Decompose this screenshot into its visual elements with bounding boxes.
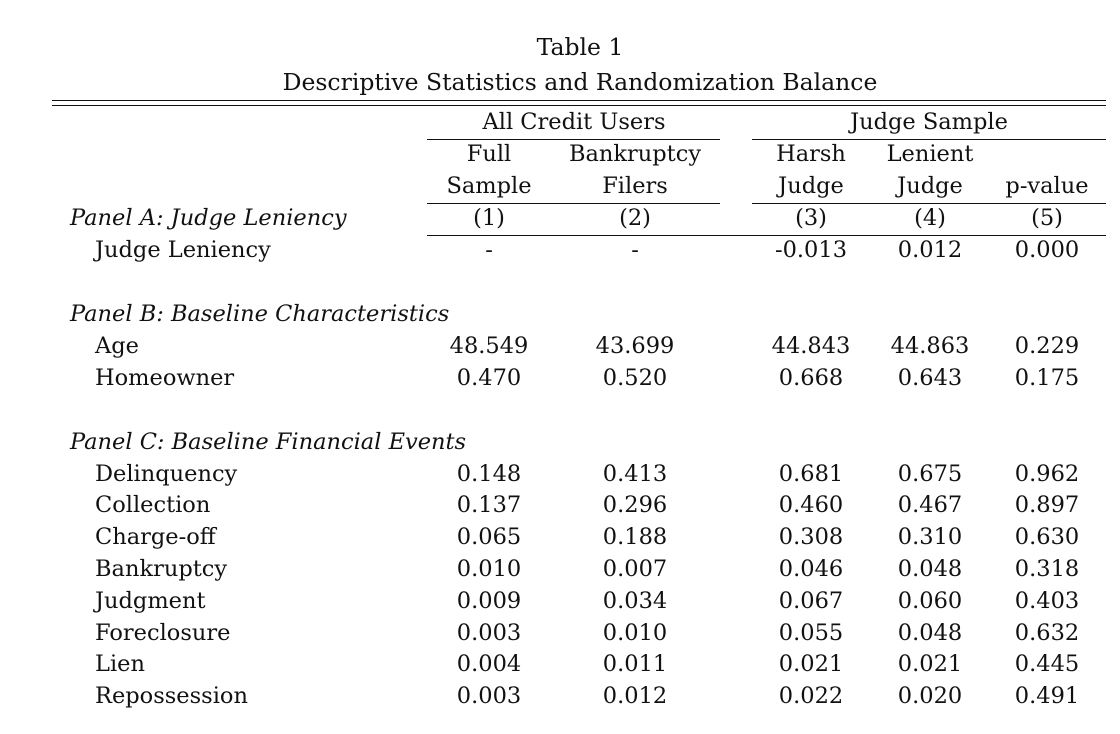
col3-header-line1: Harsh — [776, 141, 846, 167]
table-cell: 0.460 — [778, 492, 844, 518]
table-cell: 0.668 — [778, 365, 844, 391]
top-rule-2 — [52, 105, 1106, 106]
top-rule — [52, 100, 1106, 101]
row-label: Repossession — [95, 683, 248, 709]
col5-header-line2: p-value — [1005, 173, 1089, 199]
col1-header-line1: Full — [466, 141, 512, 167]
table-cell: 0.067 — [778, 588, 844, 614]
col1-header-line2: Sample — [446, 173, 532, 199]
table-cell: 0.413 — [602, 461, 668, 487]
table-cell: 0.643 — [897, 365, 963, 391]
table-cell: 0.148 — [456, 461, 522, 487]
col4-number: (4) — [914, 205, 946, 231]
table-cell: 0.137 — [456, 492, 522, 518]
table-cell: - — [485, 237, 493, 263]
table-cell: 0.055 — [778, 620, 844, 646]
table-cell: 0.007 — [602, 556, 668, 582]
col2-header-line1: Bankruptcy — [568, 141, 702, 167]
table-cell: 0.034 — [602, 588, 668, 614]
table-cell: 0.009 — [456, 588, 522, 614]
table-title: Table 1 — [536, 33, 624, 61]
table-cell: -0.013 — [774, 237, 848, 263]
table-cell: 0.310 — [897, 524, 963, 550]
table-cell: 0.012 — [602, 683, 668, 709]
table-cell: 0.175 — [1014, 365, 1080, 391]
table-cell: 0.520 — [602, 365, 668, 391]
col2-number: (2) — [619, 205, 651, 231]
panel-a-title: Panel A: Judge Leniency — [70, 205, 347, 231]
table-cell: 0.010 — [602, 620, 668, 646]
table-cell: 0.011 — [602, 651, 668, 677]
header-rule-all — [427, 203, 720, 204]
row-label: Age — [95, 333, 139, 359]
table-cell: 0.188 — [602, 524, 668, 550]
row-label: Bankruptcy — [95, 556, 228, 582]
group-rule-judge — [752, 139, 1106, 140]
table-cell: 0.445 — [1014, 651, 1080, 677]
table-cell: 44.863 — [890, 333, 970, 359]
col1-number: (1) — [473, 205, 505, 231]
table-cell: 0.467 — [897, 492, 963, 518]
row-label: Delinquency — [95, 461, 238, 487]
col4-header-line2: Judge — [897, 173, 963, 199]
table-cell: 0.003 — [456, 620, 522, 646]
table-cell: 0.065 — [456, 524, 522, 550]
table-cell: 0.308 — [778, 524, 844, 550]
header-rule-judge — [752, 203, 1106, 204]
table-subtitle: Descriptive Statistics and Randomization… — [282, 68, 878, 96]
table-cell: 0.675 — [897, 461, 963, 487]
col3-number: (3) — [795, 205, 827, 231]
table-cell: 0.022 — [778, 683, 844, 709]
table-cell: 0.004 — [456, 651, 522, 677]
col3-header-line2: Judge — [778, 173, 844, 199]
table-cell: - — [631, 237, 639, 263]
col4-header-line1: Lenient — [886, 141, 974, 167]
table-cell: 43.699 — [595, 333, 675, 359]
table-cell: 0.020 — [897, 683, 963, 709]
row-label: Foreclosure — [95, 620, 231, 646]
table-cell: 0.012 — [897, 237, 963, 263]
row-label: Homeowner — [95, 365, 235, 391]
col2-header-line2: Filers — [602, 173, 668, 199]
table-cell: 0.681 — [778, 461, 844, 487]
panel-b-title: Panel B: Baseline Characteristics — [70, 301, 450, 327]
group-rule-all — [427, 139, 720, 140]
col5-number: (5) — [1031, 205, 1063, 231]
row-label: Judgment — [95, 588, 206, 614]
panel-c-title: Panel C: Baseline Financial Events — [70, 429, 467, 455]
table-cell: 0.632 — [1014, 620, 1080, 646]
table-cell: 0.630 — [1014, 524, 1080, 550]
row-label: Collection — [95, 492, 211, 518]
group-judge-sample: Judge Sample — [850, 109, 1008, 135]
table-cell: 0.046 — [778, 556, 844, 582]
row-label: Charge-off — [95, 524, 216, 550]
table-cell: 0.021 — [897, 651, 963, 677]
table-cell: 0.296 — [602, 492, 668, 518]
table-cell: 0.403 — [1014, 588, 1080, 614]
table-cell: 0.003 — [456, 683, 522, 709]
table-cell: 0.491 — [1014, 683, 1080, 709]
row-label: Lien — [95, 651, 145, 677]
table-cell: 48.549 — [449, 333, 529, 359]
table-cell: 0.318 — [1014, 556, 1080, 582]
table-cell: 0.470 — [456, 365, 522, 391]
table-cell: 44.843 — [771, 333, 851, 359]
table-cell: 0.021 — [778, 651, 844, 677]
table-cell: 0.048 — [897, 620, 963, 646]
table-cell: 0.060 — [897, 588, 963, 614]
table-cell: 0.962 — [1014, 461, 1080, 487]
group-all-credit-users: All Credit Users — [482, 109, 666, 135]
table-cell: 0.000 — [1014, 237, 1080, 263]
number-rule — [427, 235, 1106, 236]
table-cell: 0.229 — [1014, 333, 1080, 359]
table-cell: 0.010 — [456, 556, 522, 582]
row-label: Judge Leniency — [95, 237, 271, 263]
table-cell: 0.897 — [1014, 492, 1080, 518]
table-cell: 0.048 — [897, 556, 963, 582]
